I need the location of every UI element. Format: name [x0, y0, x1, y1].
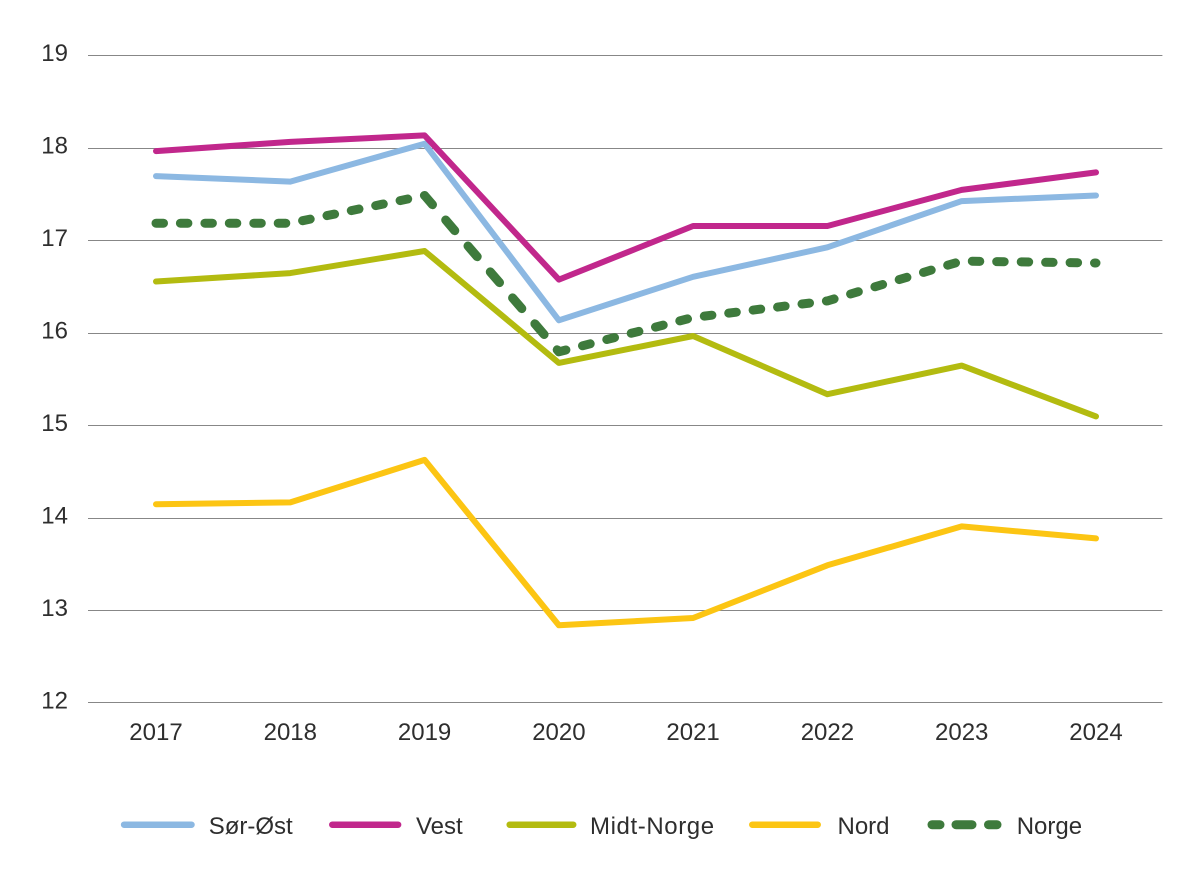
svg-text:2022: 2022 [801, 719, 854, 746]
svg-text:13: 13 [41, 595, 68, 622]
svg-text:Norge: Norge [1017, 813, 1082, 840]
svg-text:2020: 2020 [532, 719, 585, 746]
svg-text:2017: 2017 [129, 719, 182, 746]
svg-text:2018: 2018 [264, 719, 317, 746]
svg-text:19: 19 [41, 40, 68, 67]
svg-text:2019: 2019 [398, 719, 451, 746]
svg-text:2023: 2023 [935, 719, 988, 746]
svg-text:12: 12 [41, 687, 68, 714]
svg-text:18: 18 [41, 133, 68, 160]
svg-text:2024: 2024 [1069, 719, 1122, 746]
svg-text:Sør-Øst: Sør-Øst [209, 813, 293, 840]
svg-text:Vest: Vest [416, 813, 463, 840]
svg-text:17: 17 [41, 225, 68, 252]
svg-text:15: 15 [41, 410, 68, 437]
svg-text:2021: 2021 [666, 719, 719, 746]
svg-text:14: 14 [41, 502, 68, 529]
svg-text:Midt-Norge: Midt-Norge [590, 813, 715, 840]
svg-text:16: 16 [41, 318, 68, 345]
svg-text:Nord: Nord [838, 813, 890, 840]
